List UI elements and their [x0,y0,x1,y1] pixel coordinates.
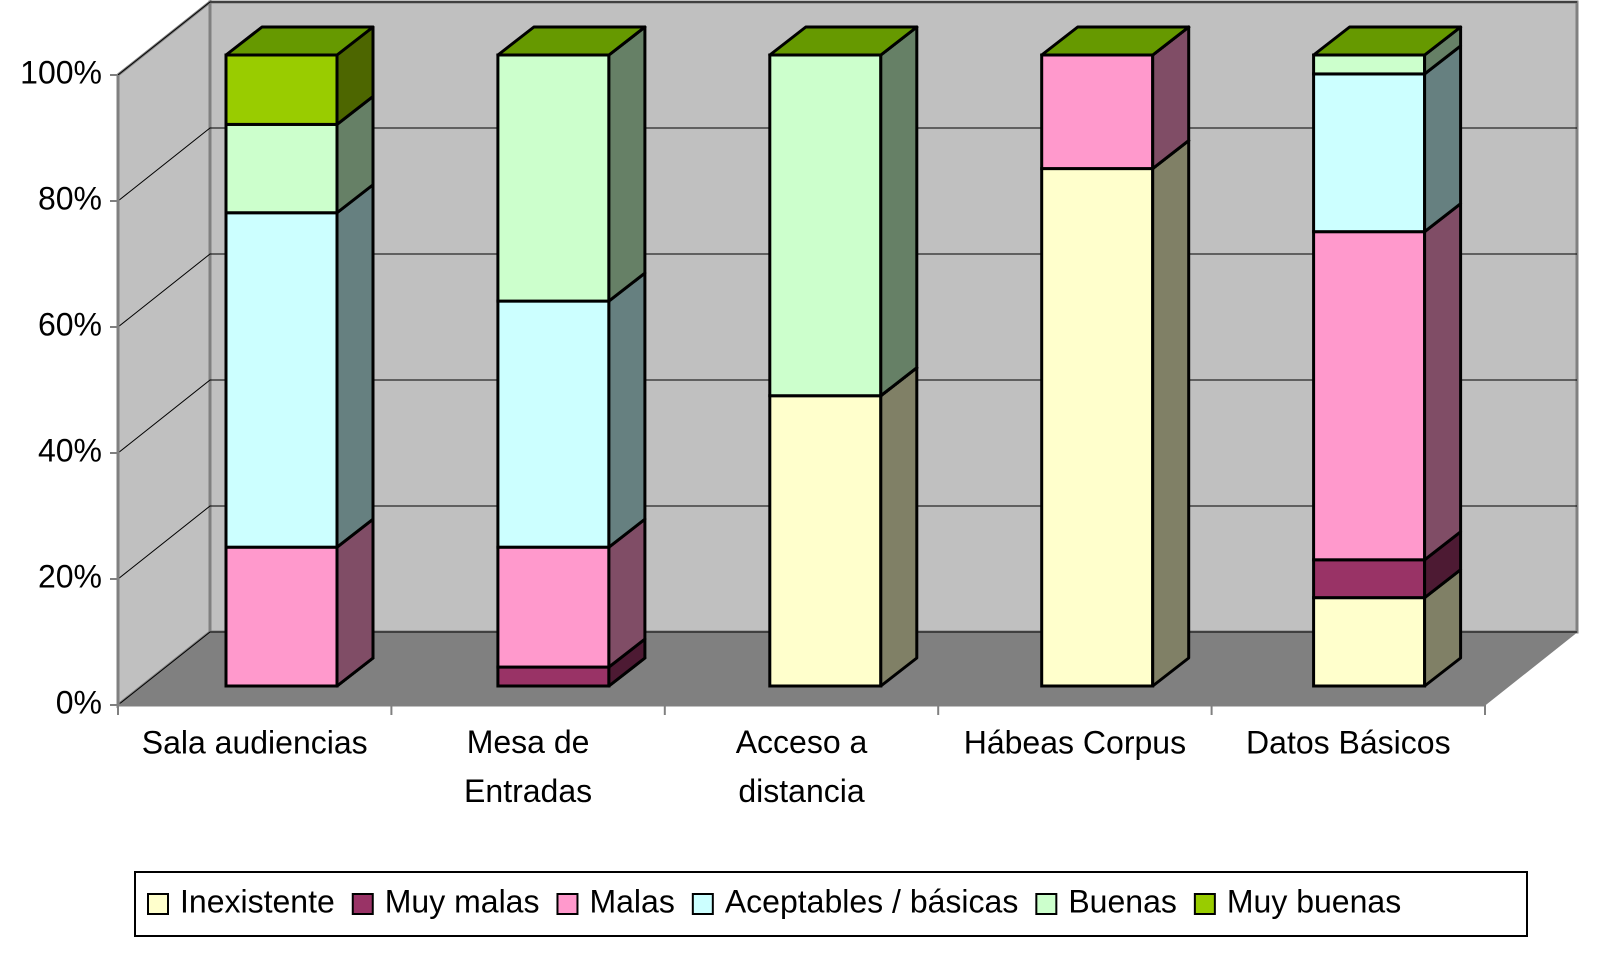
bar-top [224,25,375,57]
bar-segment [224,211,339,549]
bar-segment [1312,596,1427,688]
bar-segment [1312,558,1427,600]
bar-segment [496,665,611,688]
bar-segment [768,394,883,688]
x-tick-label: Acceso a distancia [736,724,868,809]
y-tick-label: 40% [38,432,102,468]
bar-segment [224,545,339,688]
x-tick-label: Datos Básicos [1246,724,1451,760]
legend-swatch [351,893,374,915]
bar-segment-side [607,25,647,303]
legend-label: Muy malas [385,883,540,919]
bar-segment [496,545,611,669]
bar-segment [1040,167,1155,688]
x-tick-label: Hábeas Corpus [964,724,1186,760]
bar-segment [224,53,339,126]
legend-swatch [1035,893,1058,915]
bar-segment [768,53,883,398]
legend-label: Aceptables / básicas [725,883,1019,919]
legend-swatch [1193,893,1216,915]
grid-line [117,1,1577,76]
bar-segment-side [1423,44,1463,234]
bar-segment-side [1151,139,1191,688]
legend-label: Muy buenas [1227,883,1401,919]
legend-label: Inexistente [180,883,335,919]
y-tick-label: 80% [38,180,102,216]
legend-swatch [147,893,169,915]
legend-label: Buenas [1068,883,1177,919]
bar-segment-side [1423,202,1463,562]
left-wall [116,0,212,709]
bar-top [1040,25,1191,57]
bar-segment-side [607,271,647,549]
bar-top [496,25,647,57]
bar-top [768,25,919,57]
bar-segment [1040,53,1155,171]
y-tick-label: 20% [38,558,102,594]
x-tick-label: Mesa de Entradas [464,724,592,809]
legend-swatch [556,893,579,915]
bar-top [1312,25,1463,57]
legend-label: Malas [589,883,674,919]
bar-segment [224,122,339,215]
bar-segment [1312,53,1427,76]
y-tick-label: 0% [56,684,102,720]
bar-segment [1312,72,1427,234]
y-tick-label: 60% [38,306,102,342]
legend-swatch [691,893,714,915]
bar-segment [1312,230,1427,562]
x-tick-label: Sala audiencias [142,724,368,760]
bar-segment-side [879,366,919,688]
bar-segment-side [879,25,919,398]
y-tick-label: 100% [20,54,102,90]
bar-segment [496,53,611,303]
bar-segment [496,299,611,549]
bar-segment-side [335,183,375,549]
